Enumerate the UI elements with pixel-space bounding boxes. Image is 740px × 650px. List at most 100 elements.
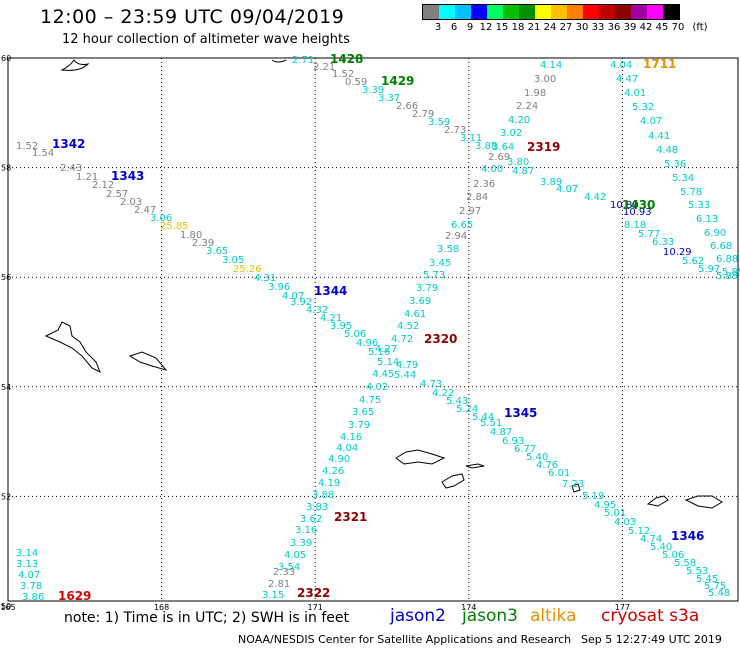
wave-height-value: 2.84	[466, 192, 488, 203]
wave-height-value: 3.79	[416, 283, 438, 294]
wave-height-value: 3.02	[500, 128, 522, 139]
credit-line: NOAA/NESDIS Center for Satellite Applica…	[238, 633, 572, 646]
wave-height-value: 5.45	[696, 574, 718, 585]
wave-height-value: 4.75	[359, 395, 381, 406]
wave-height-value: 3.54	[278, 562, 300, 573]
wave-height-value: 25.26	[233, 264, 262, 275]
wave-height-value: 4.47	[616, 74, 638, 85]
wave-height-value: 4.95	[594, 500, 616, 511]
legend-swatch	[455, 5, 471, 19]
longitude-label: 171	[308, 603, 323, 612]
wave-height-value: 5.62	[682, 256, 704, 267]
legend-swatch	[567, 5, 583, 19]
track-2319: 4.14 3.00 1.98 2.24 4.20 3.02 3.64 4.00 2.36 2.84…	[375, 60, 562, 355]
legend-swatch	[631, 5, 647, 19]
legend-tick-label: 18	[511, 22, 525, 33]
wave-height-value: 6.68	[710, 241, 732, 252]
latitude-label: 54	[1, 383, 11, 392]
wave-height-value: 6.13	[696, 214, 718, 225]
wave-height-value: 0.59	[345, 77, 367, 88]
legend-tick-label: 42	[639, 22, 653, 33]
wave-height-value: 4.48	[656, 145, 678, 156]
track-1711: 4.04 4.47 4.01 5.32 4.07 4.41 4.48 5.36 5.34 5.78…	[610, 57, 740, 278]
wave-height-value: 4.45	[372, 369, 394, 380]
legend-swatch	[551, 5, 567, 19]
wave-height-value: 6.01	[548, 468, 570, 479]
wave-height-value: 6.33	[652, 237, 674, 248]
wave-height-value: 4.07	[18, 570, 40, 581]
pass-id-label: 1344	[314, 284, 347, 298]
wave-height-value: 4.61	[404, 309, 426, 320]
legend-tick-label: 36	[607, 22, 621, 33]
wave-height-value: 5.48	[708, 588, 730, 599]
wave-height-value: 4.05	[284, 550, 306, 561]
legend-altika: altika	[530, 606, 577, 626]
wave-height-value: 3.95	[330, 321, 352, 332]
wave-height-value: 3.65	[206, 246, 228, 257]
wave-height-value: 1.80	[180, 230, 202, 241]
wave-height-value: 4.14	[540, 60, 562, 71]
generated-timestamp: Sep 5 12:27:49 UTC 2019	[581, 633, 722, 646]
wave-height-value: 4.96	[356, 338, 378, 349]
wave-height-value: 5.53	[686, 566, 708, 577]
wave-height-value: 5.73	[423, 270, 445, 281]
latitude-label: 50	[1, 602, 11, 611]
altimeter-tracks: 2.712.211.520.5914283.393.372.662.793.59…	[16, 52, 740, 603]
island-west-small	[128, 351, 168, 371]
wave-height-value: 2.79	[412, 109, 434, 120]
wave-height-value: 5.75	[704, 581, 726, 592]
wave-height-value: 2.71	[292, 55, 314, 66]
wave-height-value: 4.87	[512, 166, 534, 177]
legend-cryosat-s3a: cryosat s3a	[601, 606, 700, 626]
legend-swatch	[647, 5, 663, 19]
wave-height-value: 4.73	[420, 379, 442, 390]
wave-height-value: 3.88	[312, 490, 334, 501]
wave-height-value: 6.88	[716, 254, 738, 265]
wave-height-value: 2.36	[473, 179, 495, 190]
latitude-label: 52	[1, 492, 11, 501]
wave-height-value: 2.81	[268, 579, 290, 590]
legend-tick-label: 39	[623, 22, 637, 33]
wave-height-value: 8.18	[624, 220, 646, 231]
track-2322: 2.332.813.15 2322	[262, 567, 330, 601]
coastline	[44, 59, 723, 509]
legend-tick-label: 30	[575, 22, 589, 33]
wave-height-value: 5.58	[674, 558, 696, 569]
wave-height-value: 5.97	[698, 264, 720, 275]
wave-height-value: 1.52	[16, 141, 38, 152]
wave-height-value: 2.33	[273, 567, 295, 578]
legend-tick-label: 24	[543, 22, 557, 33]
island-east-2	[684, 495, 723, 509]
wave-height-value: 6.93	[502, 436, 524, 447]
wave-height-value: 4.72	[391, 334, 413, 345]
wave-height-value: 5.78	[680, 187, 702, 198]
wave-height-value: 3.65	[352, 407, 374, 418]
wave-height-value: 5.44	[394, 370, 416, 381]
wave-height-value: 5.40	[650, 542, 672, 553]
wave-height-value: 3.15	[262, 590, 284, 601]
wave-height-value: 4.74	[640, 534, 662, 545]
wave-height-value: 7.23	[562, 479, 584, 490]
wave-height-value: 4.87	[490, 427, 512, 438]
wave-height-value: 2.69	[488, 152, 510, 163]
island-central	[395, 449, 446, 465]
island-north	[60, 59, 90, 71]
wave-height-value: 3.78	[20, 581, 42, 592]
wave-height-value: 5.12	[628, 526, 650, 537]
wave-height-value: 4.00	[481, 164, 503, 175]
wave-height-value: 3.39	[290, 538, 312, 549]
pass-id-label: 1429	[381, 74, 414, 88]
wave-height-value: 5.24	[456, 404, 478, 415]
wave-height-value: 4.26	[322, 466, 344, 477]
island-west-large	[44, 321, 101, 374]
wave-height-value: 3.96	[268, 282, 290, 293]
wave-height-value: 4.02	[366, 382, 388, 393]
longitude-label: 177	[615, 603, 630, 612]
wave-height-value: 4.90	[328, 454, 350, 465]
legend-swatch	[599, 5, 615, 19]
wave-height-value: 4.19	[318, 478, 340, 489]
legend-tick-label: 33	[591, 22, 605, 33]
wave-height-value: 2.94	[445, 231, 467, 242]
wave-height-value: 3.79	[348, 420, 370, 431]
longitude-label: 165	[0, 603, 15, 612]
